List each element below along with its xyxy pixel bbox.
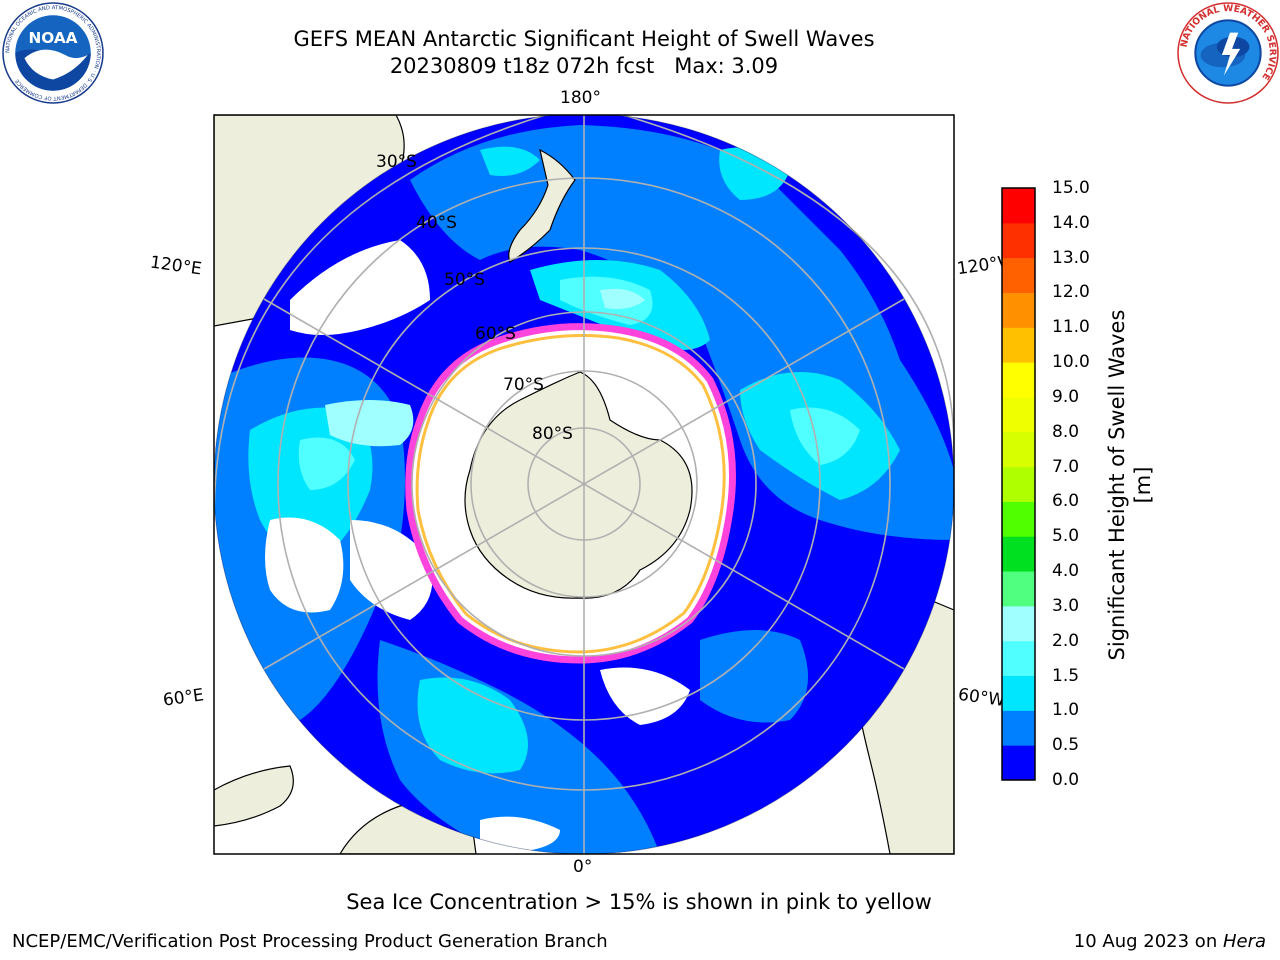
colorbar-segment [1002,292,1035,328]
colorbar-tick-label: 10.0 [1052,352,1090,373]
colorbar-segment [1002,257,1035,293]
sea-ice-edge [405,323,736,664]
colorbar-tick-label: 15.0 [1052,178,1090,198]
lat-label-40s: 40°S [416,213,457,233]
title-line-1: GEFS MEAN Antarctic Significant Height o… [293,27,875,51]
colorbar-tick-label: 13.0 [1052,247,1090,268]
colorbar-segment [1002,710,1035,746]
colorbar-segment [1002,188,1035,224]
graticule [214,115,954,854]
colorbar-segment [1002,571,1035,607]
colorbar-tick-label: 7.0 [1052,456,1080,477]
colorbar-segment [1002,431,1035,468]
colorbar-tick-label: 0.0 [1052,770,1080,790]
lat-label-30s: 30°S [376,152,417,172]
colorbar-segment [1002,327,1035,363]
colorbar-label: Significant Height of Swell Waves [m] [1105,309,1155,661]
colorbar-segment [1002,640,1035,677]
colorbar-tick-label: 1.0 [1052,700,1080,721]
colorbar-segment [1002,466,1035,502]
map-border [213,114,955,855]
lat-label-50s: 50°S [444,270,485,290]
footer-host: Hera [1222,931,1266,952]
colorbar-tick-label: 8.0 [1052,421,1080,442]
colorbar-tick-label: 1.5 [1052,665,1080,686]
antarctica-land [464,371,693,599]
swell-field [214,115,954,854]
colorbar-tick-label: 4.0 [1052,561,1080,582]
colorbar-segment [1002,536,1035,572]
footer-date: 10 Aug 2023 on Hera [1074,931,1266,952]
colorbar-segment [1002,605,1035,642]
lat-label-70s: 70°S [503,375,544,395]
sea-ice-note: Sea Ice Concentration > 15% is shown in … [346,890,932,914]
colorbar-tick-label: 11.0 [1052,317,1090,338]
colorbar-tick-label: 2.0 [1052,630,1080,651]
colorbar-tick-label: 3.0 [1052,595,1080,616]
footer-credit: NCEP/EMC/Verification Post Processing Pr… [12,931,608,952]
colorbar-tick-label: 14.0 [1052,212,1090,233]
noaa-logo-text: NOAA [28,29,77,47]
colorbar-segment [1002,362,1035,398]
colorbar-tick-label: 9.0 [1052,386,1080,407]
colorbar-segment [1002,745,1035,781]
chart-title: GEFS MEAN Antarctic Significant Height o… [184,26,984,80]
lon-label-0: 0° [573,857,593,877]
colorbar [1001,187,1036,781]
colorbar-tick-label: 5.0 [1052,526,1080,547]
colorbar-tick-label: 6.0 [1052,491,1080,512]
lat-label-80s: 80°S [532,424,573,444]
colorbar-segment [1002,222,1035,259]
footer-date-text: 10 Aug 2023 on [1073,931,1223,952]
colorbar-tick-label: 12.0 [1052,282,1090,303]
colorbar-segment [1002,675,1035,711]
lat-label-60s: 60°S [475,324,516,344]
colorbar-segment [1002,396,1035,433]
colorbar-segment [1002,501,1035,537]
lon-label-180: 180° [560,88,601,108]
colorbar-tick-label: 0.5 [1052,735,1080,756]
nws-logo-icon: NATIONAL WEATHER SERVICE [1177,2,1279,104]
title-line-2: 20230809 t18z 072h fcst Max: 3.09 [389,54,779,78]
noaa-logo-icon: NOAA NATIONAL OCEANIC AND ATMOSPHERIC AD… [2,2,104,104]
